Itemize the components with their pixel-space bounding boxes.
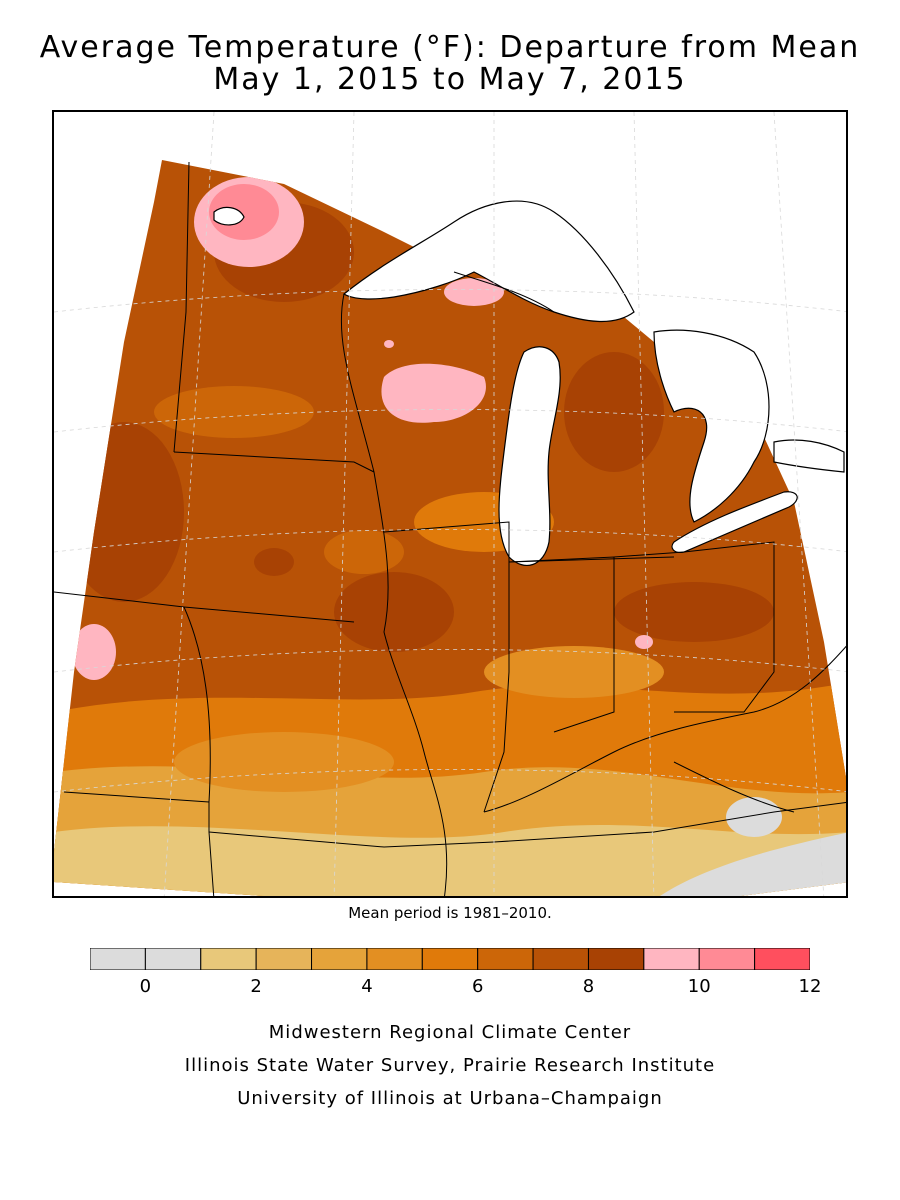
legend-label: 8 [582,976,595,997]
mean-period-note: Mean period is 1981–2010. [348,904,552,922]
map-date-range: May 1, 2015 to May 7, 2015 [213,62,687,97]
legend-bin [421,948,479,970]
graticule [54,112,846,896]
legend-label: 6 [471,976,484,997]
legend-label: 0 [139,976,152,997]
temperature-departure-map [52,110,848,898]
legend-bin [532,948,589,970]
legend-label: 2 [250,976,262,997]
legend-bin [643,948,700,970]
color-legend [90,948,810,970]
legend-bin [311,948,368,970]
great-lakes [213,200,845,566]
legend-bin [144,948,202,970]
legend-bin [477,948,534,970]
legend-label: 12 [798,976,822,997]
credit-survey: Illinois State Water Survey, Prairie Res… [184,1055,716,1076]
legend-bin [200,948,257,970]
legend-bin [587,948,645,970]
credit-center: Midwestern Regional Climate Center [268,1022,632,1043]
legend-bin [90,948,146,970]
legend-bin [366,948,423,970]
map-title: Average Temperature (°F): Departure from… [39,30,861,65]
legend-label: 10 [687,976,711,997]
legend-bin [754,948,810,970]
legend-label: 4 [361,976,373,997]
legend-bin [255,948,313,970]
legend-bin [698,948,756,970]
credit-university: University of Illinois at Urbana–Champai… [237,1088,663,1109]
